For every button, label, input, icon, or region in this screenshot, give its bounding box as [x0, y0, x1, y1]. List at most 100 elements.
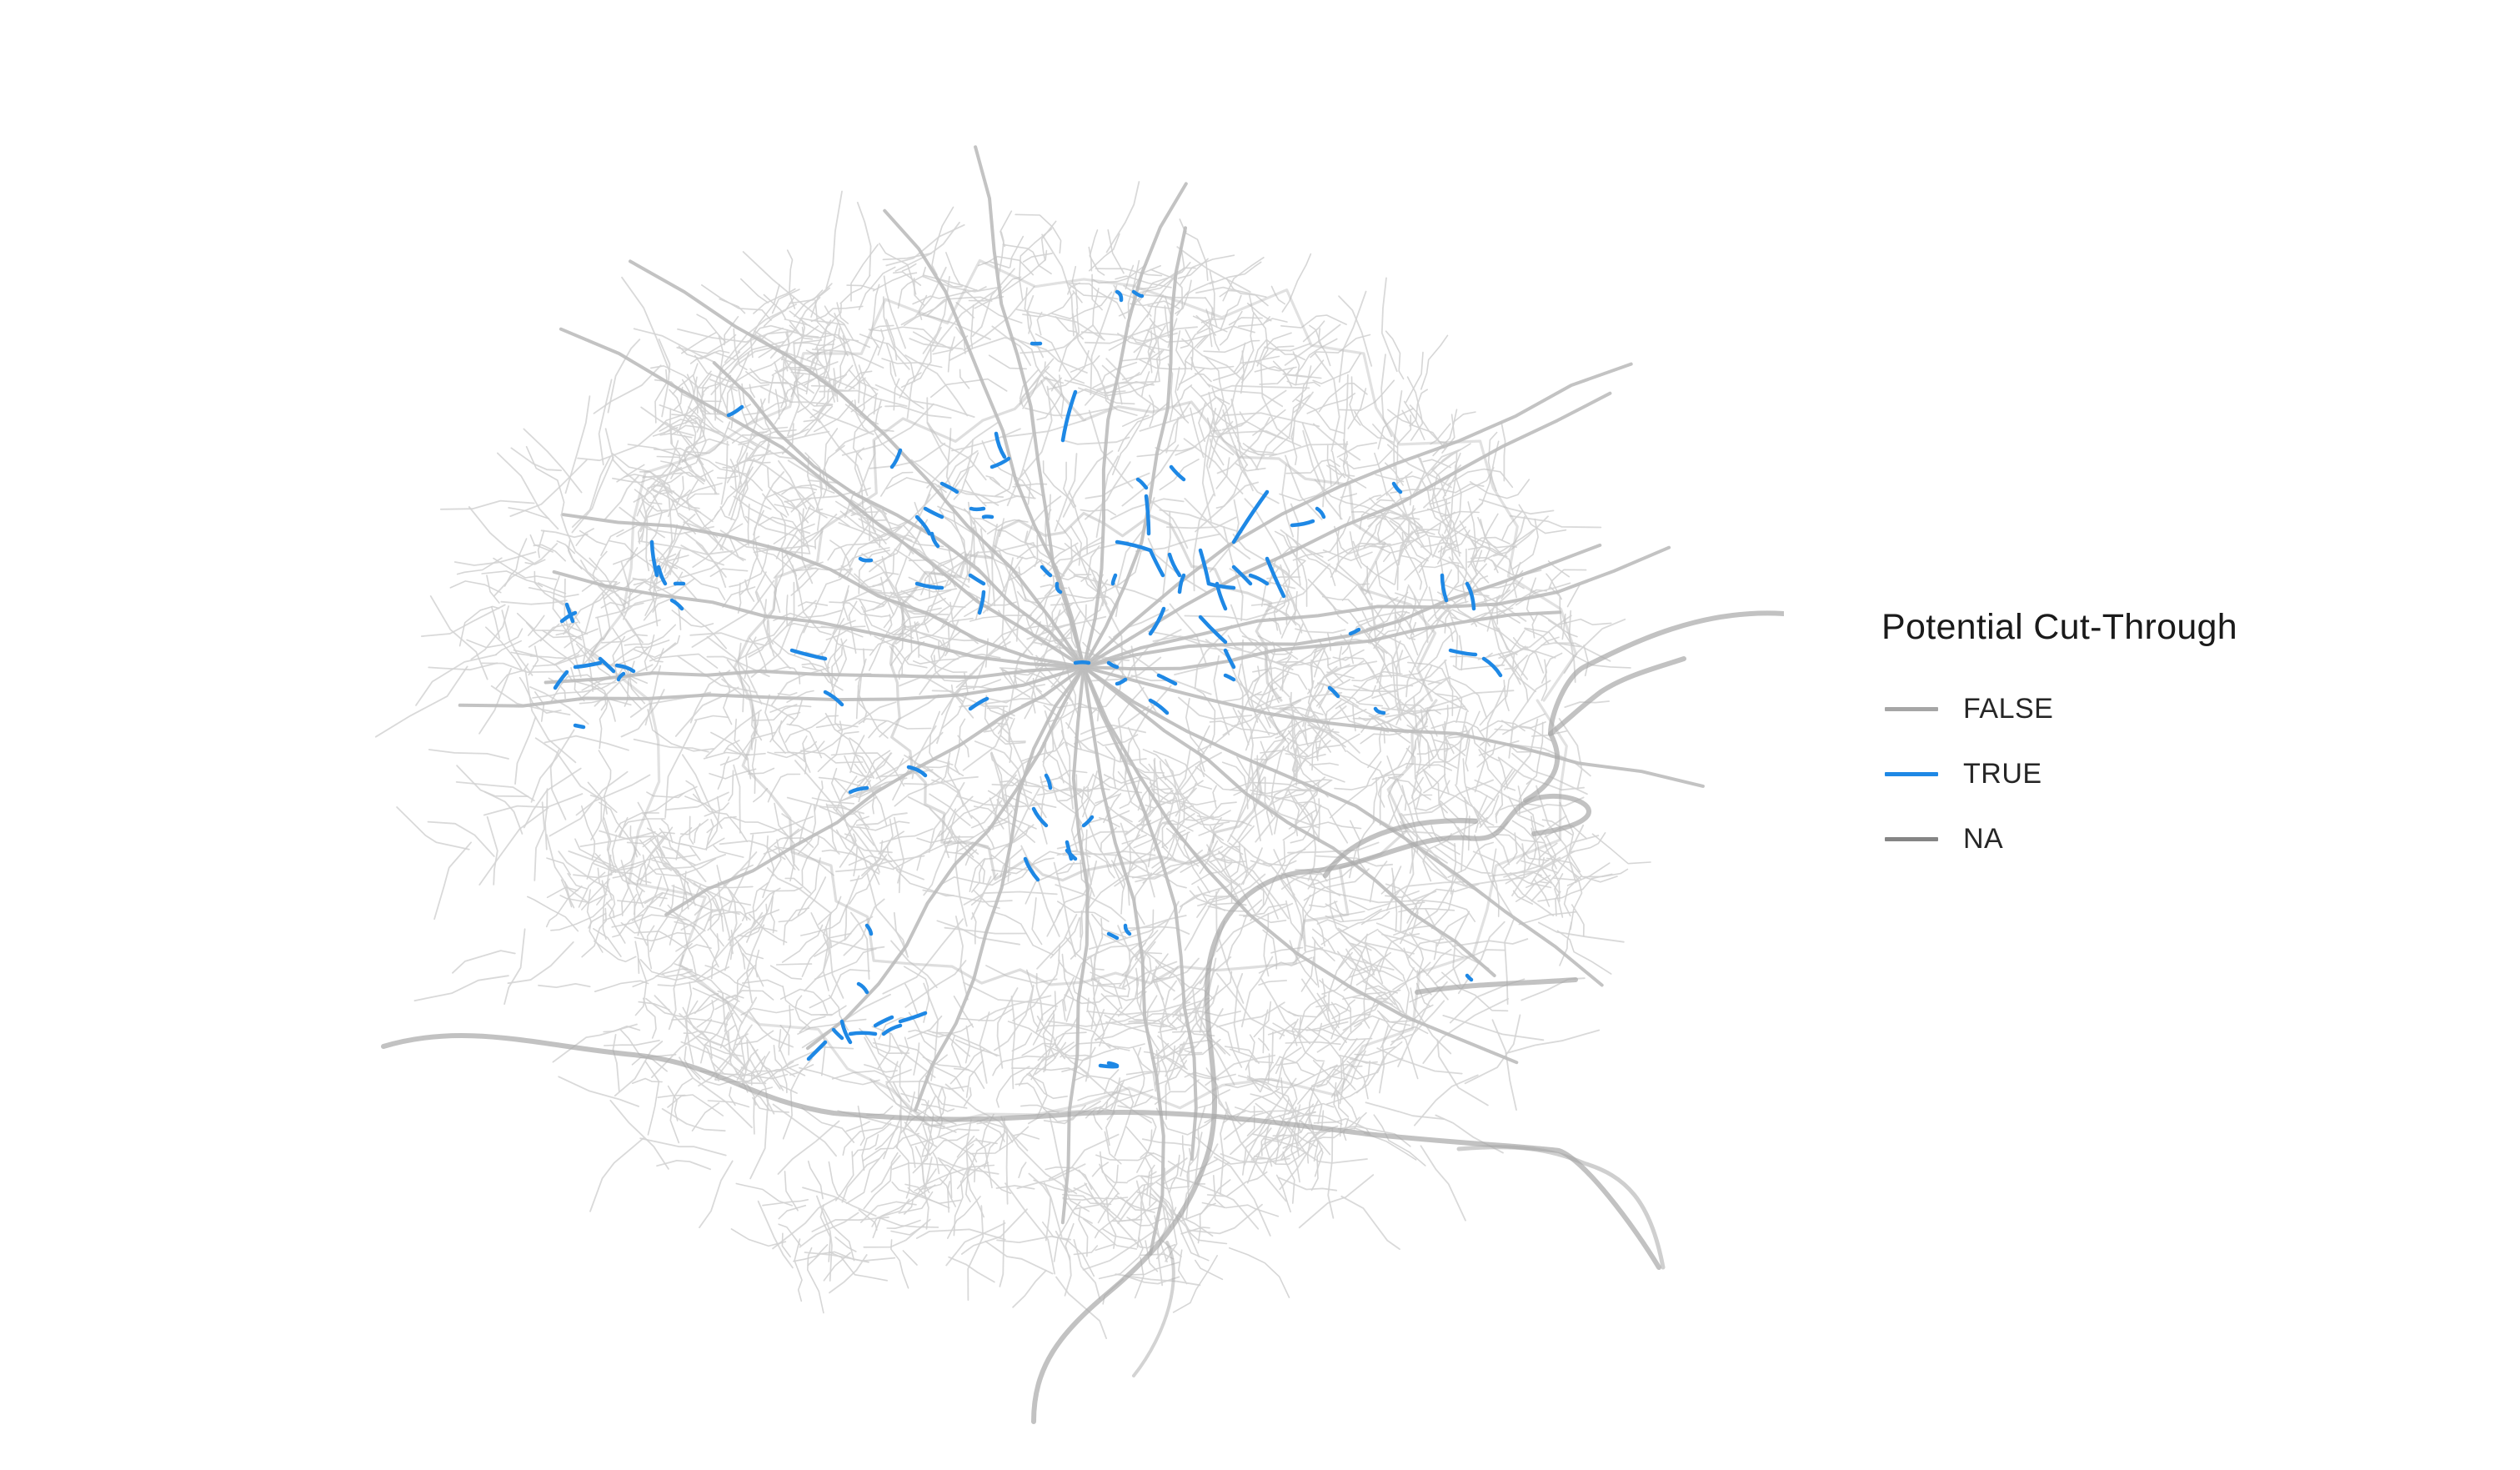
minor-road — [1084, 321, 1170, 344]
minor-road — [926, 422, 999, 489]
minor-road — [478, 807, 549, 886]
minor-road — [1030, 1051, 1059, 1081]
minor-road — [1541, 642, 1611, 662]
minor-road — [1440, 606, 1459, 620]
minor-road — [807, 1160, 824, 1200]
minor-road — [904, 1121, 931, 1156]
minor-road — [809, 374, 848, 419]
minor-road — [1233, 973, 1244, 1052]
minor-road — [742, 1069, 796, 1085]
minor-road — [1028, 1172, 1063, 1237]
minor-road — [510, 651, 533, 657]
minor-road — [890, 1239, 909, 1289]
minor-road — [1238, 1075, 1280, 1082]
minor-road — [1316, 1039, 1366, 1088]
minor-road — [1339, 1055, 1378, 1064]
minor-road — [978, 995, 1052, 1021]
minor-road — [677, 327, 784, 344]
minor-road — [1539, 849, 1581, 880]
minor-road — [1147, 329, 1153, 360]
minor-road — [1288, 1007, 1330, 1018]
minor-road — [892, 1081, 902, 1149]
minor-road — [794, 1238, 803, 1302]
minor-road — [1415, 511, 1455, 534]
minor-road — [1262, 1106, 1297, 1174]
minor-road — [1275, 745, 1285, 773]
minor-road — [834, 1237, 857, 1252]
minor-road — [1105, 358, 1160, 409]
minor-road — [1309, 901, 1338, 908]
minor-road — [1126, 1217, 1176, 1227]
minor-road — [1498, 756, 1585, 791]
minor-road — [1196, 689, 1216, 749]
cut-through-segment — [929, 531, 940, 549]
minor-road — [636, 854, 726, 882]
minor-road — [991, 780, 1020, 786]
minor-road — [774, 490, 809, 524]
minor-road — [692, 987, 741, 1040]
minor-road — [716, 475, 739, 479]
minor-road — [1220, 294, 1242, 331]
minor-road — [1494, 515, 1526, 571]
minor-road — [800, 903, 848, 936]
minor-road — [929, 573, 966, 608]
cut-through-segment — [856, 981, 869, 995]
minor-road — [1105, 745, 1116, 789]
minor-road — [1315, 679, 1351, 707]
minor-road — [848, 825, 875, 846]
minor-road — [439, 499, 535, 510]
minor-road — [890, 940, 938, 989]
minor-road — [1096, 1088, 1154, 1115]
minor-road — [644, 896, 668, 905]
minor-road — [626, 494, 663, 563]
minor-road — [662, 479, 674, 574]
minor-road — [728, 770, 734, 801]
minor-road — [532, 647, 584, 667]
minor-road — [954, 841, 989, 854]
minor-road — [790, 374, 804, 398]
minor-road — [806, 339, 850, 359]
minor-road — [1241, 635, 1293, 655]
minor-road — [797, 804, 816, 855]
minor-road — [764, 484, 835, 499]
minor-road — [1443, 720, 1450, 795]
motorways-layer — [381, 610, 1784, 1424]
minor-road — [637, 801, 665, 857]
minor-road — [631, 1077, 663, 1084]
minor-road — [664, 863, 732, 903]
minor-road — [1095, 794, 1120, 804]
cut-through-segment — [858, 556, 874, 563]
minor-road — [679, 1056, 753, 1129]
major-roads-layer — [458, 145, 1705, 1256]
cut-through-segment — [823, 690, 844, 707]
minor-road — [749, 913, 788, 943]
minor-road — [634, 489, 663, 505]
minor-road — [763, 599, 791, 670]
minor-road — [1351, 943, 1370, 971]
minor-road — [639, 839, 669, 907]
minor-road — [645, 997, 719, 1018]
minor-road — [1366, 565, 1373, 600]
minor-road — [1179, 1179, 1231, 1222]
minor-road — [1086, 1001, 1190, 1016]
minor-road — [1282, 1151, 1295, 1204]
minor-road — [494, 640, 522, 656]
minor-road — [957, 735, 969, 758]
minor-road — [646, 925, 655, 970]
minor-road — [1125, 1126, 1163, 1163]
minor-road — [614, 812, 659, 833]
main-road — [1082, 226, 1187, 669]
minor-road — [1207, 899, 1263, 912]
minor-road — [705, 709, 762, 758]
minor-road — [801, 835, 819, 886]
minor-road — [1004, 1129, 1014, 1143]
minor-road — [1015, 213, 1062, 254]
minor-road — [640, 494, 650, 572]
minor-road — [1358, 713, 1390, 721]
minor-road — [869, 494, 931, 573]
minor-road — [1307, 720, 1346, 748]
minor-road — [686, 479, 699, 511]
minor-road — [1570, 832, 1606, 853]
minor-road — [799, 1212, 859, 1248]
cut-through-segment — [1290, 519, 1315, 528]
